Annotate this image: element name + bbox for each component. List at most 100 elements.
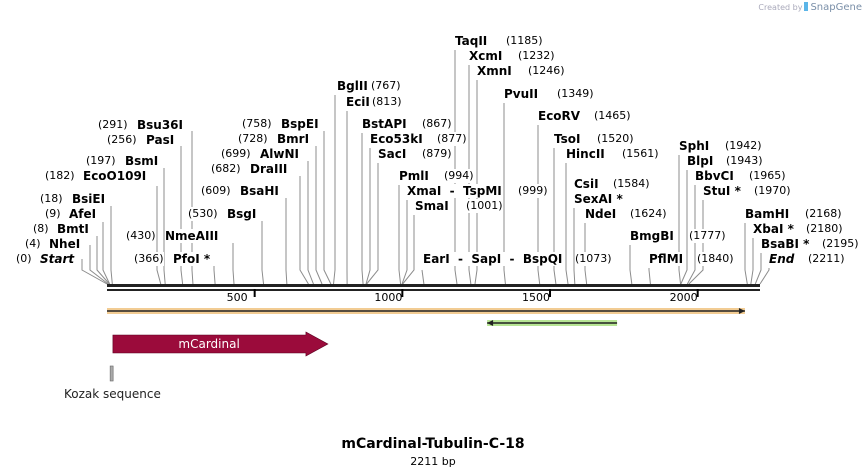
enzyme-name[interactable]: XbaI * xyxy=(753,222,794,236)
site-position: (2168) xyxy=(805,207,842,221)
cut-site-line xyxy=(754,253,762,285)
enzyme-name[interactable]: SphI xyxy=(679,139,710,153)
cut-site-line xyxy=(686,185,696,285)
enzyme-name[interactable]: BmtI xyxy=(57,222,89,236)
site-position: (2211) xyxy=(808,252,845,266)
enzyme-name[interactable]: BbvCI xyxy=(695,169,734,183)
feature-kozak-box xyxy=(109,365,114,382)
enzyme-name[interactable]: PmlI xyxy=(399,169,429,183)
enzyme-name[interactable]: XmaI - TspMI xyxy=(407,184,502,198)
enzyme-name[interactable]: BsmI xyxy=(125,154,159,168)
site-position: (0) xyxy=(16,252,32,266)
cut-site-line xyxy=(81,259,108,285)
enzyme-name[interactable]: EcoO109I xyxy=(83,169,147,183)
enzyme-name[interactable]: PfoI * xyxy=(173,252,211,266)
site-position: (1232) xyxy=(518,49,555,63)
enzyme-name[interactable]: Eco53kI xyxy=(370,132,423,146)
site-position: (1943) xyxy=(726,154,763,168)
cut-site-line xyxy=(261,221,265,285)
enzyme-name[interactable]: EcoRV xyxy=(538,109,581,123)
enzyme-name[interactable]: PasI xyxy=(146,133,175,147)
cut-site-line xyxy=(573,208,576,285)
enzyme-name[interactable]: EarI - SapI - BspQI xyxy=(423,252,563,266)
enzyme-name[interactable]: AlwNI xyxy=(260,147,299,161)
site-position: (182) xyxy=(45,169,75,183)
sequence-length: 2211 bp xyxy=(410,455,456,468)
enzyme-name[interactable]: BsaHI xyxy=(240,184,279,198)
site-position: (8) xyxy=(33,222,49,236)
site-position: (4) xyxy=(25,237,41,251)
cut-site-line xyxy=(421,269,425,285)
cut-site-line xyxy=(361,133,364,285)
cut-site-line xyxy=(156,186,162,285)
site-position: (699) xyxy=(221,147,251,161)
enzyme-name[interactable]: SexAI * xyxy=(574,192,623,206)
cut-site-line xyxy=(678,155,682,285)
site-position: (1349) xyxy=(557,87,594,101)
site-position: (2180) xyxy=(806,222,843,236)
cut-site-line xyxy=(365,148,371,285)
enzyme-name[interactable]: BspEI xyxy=(281,117,319,131)
cut-site-line xyxy=(648,268,651,285)
cut-site-line xyxy=(213,266,216,285)
cut-site-line xyxy=(191,131,194,285)
enzyme-name[interactable]: XmnI xyxy=(477,64,512,78)
enzyme-name[interactable]: SacI xyxy=(378,147,407,161)
ruler-tick-label: 2000 xyxy=(669,291,698,304)
enzyme-name[interactable]: NdeI xyxy=(585,207,617,221)
site-position: (682) xyxy=(211,162,241,176)
site-position: (256) xyxy=(107,133,137,147)
enzyme-name[interactable]: BglII xyxy=(337,79,368,93)
enzyme-name[interactable]: SmaI xyxy=(415,199,449,213)
enzyme-name[interactable]: NheI xyxy=(49,237,81,251)
enzyme-name[interactable]: BsgI xyxy=(227,207,257,221)
enzyme-name[interactable]: BstAPI xyxy=(362,117,407,131)
enzyme-name[interactable]: AfeI xyxy=(69,207,97,221)
enzyme-name[interactable]: StuI * xyxy=(703,184,741,198)
cut-site-line xyxy=(315,146,323,285)
site-position: (18) xyxy=(40,192,63,206)
feature-label[interactable]: mCardinal xyxy=(178,337,240,351)
enzyme-name[interactable]: CsiI xyxy=(574,177,599,191)
enzyme-name[interactable]: End xyxy=(769,252,795,266)
snapgene-logo-icon xyxy=(804,2,809,11)
site-position: (1965) xyxy=(749,169,786,183)
arrowhead-icon xyxy=(738,308,745,314)
cut-site-line xyxy=(96,236,110,285)
arrowhead-icon xyxy=(487,320,494,326)
site-position: (1970) xyxy=(754,184,791,198)
feature-label[interactable]: Kozak sequence xyxy=(64,387,161,401)
enzyme-name[interactable]: BmrI xyxy=(277,132,310,146)
enzyme-name[interactable]: PvuII xyxy=(504,87,539,101)
site-position: (999) xyxy=(518,184,548,198)
enzyme-name[interactable]: XcmI xyxy=(469,49,503,63)
enzyme-name[interactable]: EciI xyxy=(346,95,370,109)
site-position: (1001) xyxy=(466,199,503,213)
enzyme-name[interactable]: Start xyxy=(40,252,75,266)
ruler-tick xyxy=(696,289,699,297)
site-position: (609) xyxy=(201,184,231,198)
enzyme-name[interactable]: DraIII xyxy=(250,162,288,176)
enzyme-name[interactable]: BamHI xyxy=(745,207,790,221)
enzyme-name[interactable]: NmeAIII xyxy=(165,229,219,243)
enzyme-name[interactable]: TsoI xyxy=(554,132,581,146)
enzyme-name[interactable]: BsaBI * xyxy=(761,237,810,251)
enzyme-name[interactable]: BsiEI xyxy=(72,192,106,206)
site-position: (879) xyxy=(422,147,452,161)
enzyme-name[interactable]: BmgBI xyxy=(630,229,674,243)
enzyme-name[interactable]: HincII xyxy=(566,147,605,161)
cut-site-line xyxy=(680,170,688,285)
enzyme-name[interactable]: Bsu36I xyxy=(137,118,183,132)
enzyme-name[interactable]: PflMI xyxy=(649,252,684,266)
enzyme-name[interactable]: TaqII xyxy=(455,34,488,48)
cut-site-line xyxy=(401,200,408,285)
site-position: (9) xyxy=(45,207,61,221)
enzyme-name[interactable]: BlpI xyxy=(687,154,714,168)
cut-site-line xyxy=(89,245,109,285)
site-position: (1777) xyxy=(689,229,726,243)
backbone-top-strand xyxy=(107,284,760,287)
ruler-tick-label: 1000 xyxy=(374,291,403,304)
cut-site-line xyxy=(474,80,478,285)
site-position: (1840) xyxy=(697,252,734,266)
